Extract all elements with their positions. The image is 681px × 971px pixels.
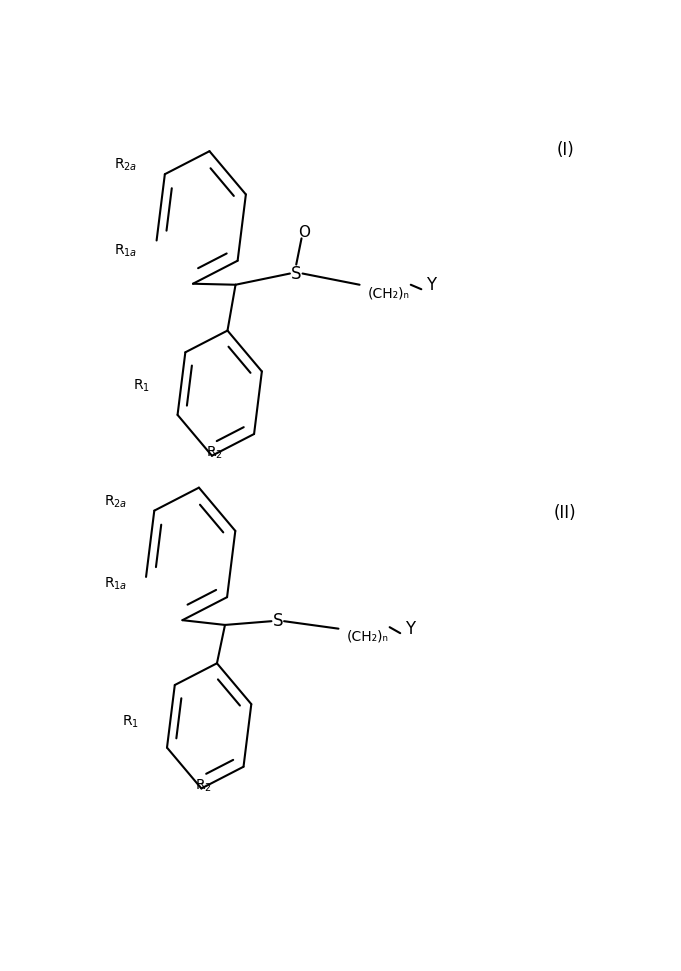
Text: R$_2$: R$_2$: [195, 778, 212, 794]
Text: (CH₂)ₙ: (CH₂)ₙ: [368, 286, 409, 301]
Text: R$_{1a}$: R$_{1a}$: [114, 243, 138, 259]
Text: R$_{2a}$: R$_{2a}$: [114, 157, 138, 173]
Text: R$_{1a}$: R$_{1a}$: [104, 576, 127, 592]
Text: (II): (II): [554, 504, 577, 521]
Text: S: S: [272, 612, 283, 630]
Text: R$_{2a}$: R$_{2a}$: [104, 493, 127, 510]
Text: Y: Y: [405, 619, 415, 638]
Text: R$_1$: R$_1$: [133, 378, 150, 394]
Text: O: O: [298, 225, 310, 240]
Text: (I): (I): [556, 141, 574, 159]
Text: R$_1$: R$_1$: [122, 714, 139, 730]
Text: R$_2$: R$_2$: [206, 445, 223, 461]
Text: Y: Y: [426, 276, 436, 294]
Text: (CH₂)ₙ: (CH₂)ₙ: [347, 629, 388, 643]
Text: S: S: [291, 264, 302, 283]
